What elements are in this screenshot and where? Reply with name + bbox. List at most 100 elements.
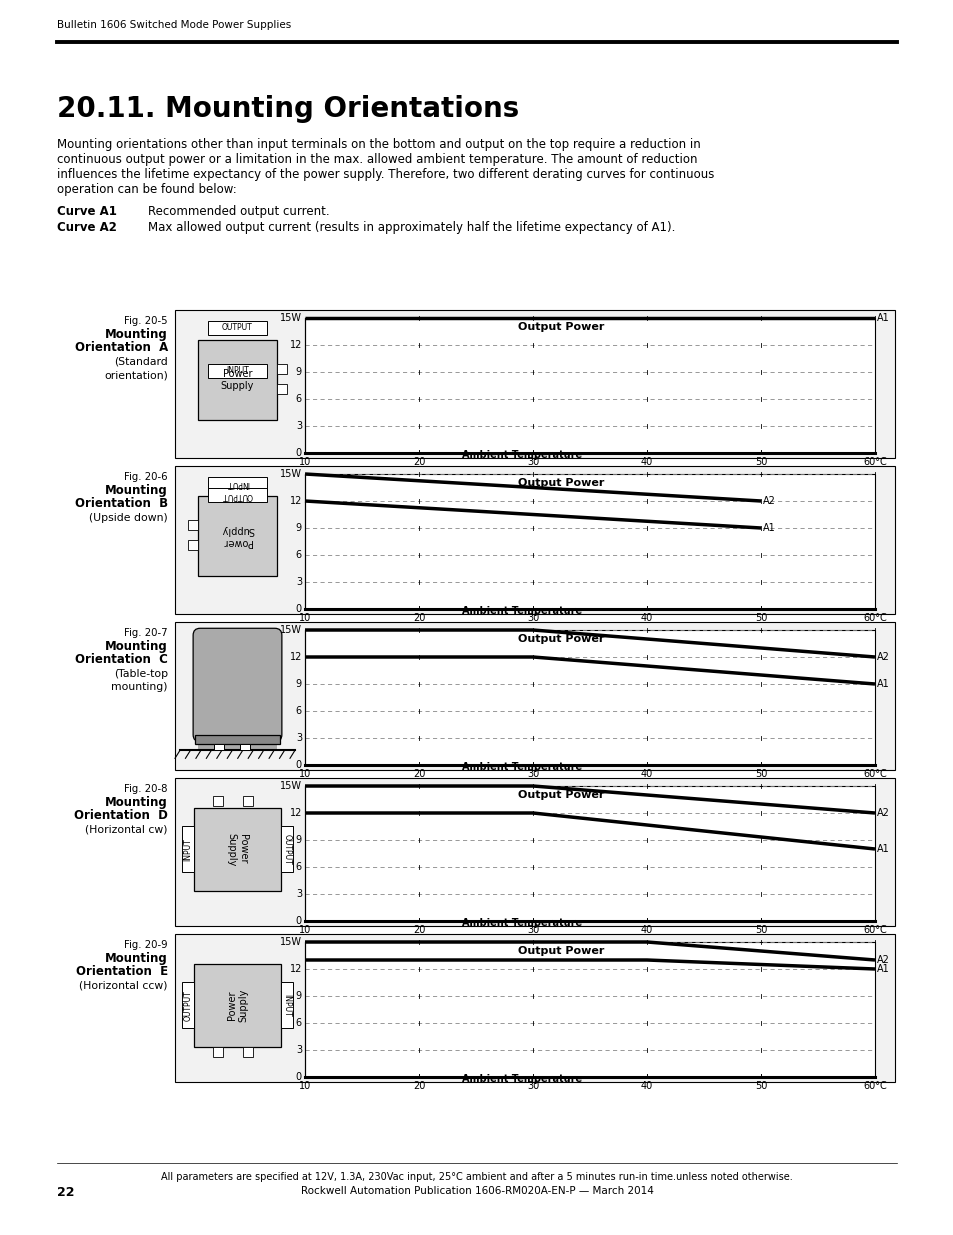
Text: Rockwell Automation Publication 1606-RM020A-EN-P — March 2014: Rockwell Automation Publication 1606-RM0…: [300, 1186, 653, 1195]
Text: Power
Supply: Power Supply: [220, 525, 253, 547]
Bar: [276, 364, 287, 374]
Text: A1: A1: [876, 679, 889, 689]
Text: 12: 12: [290, 965, 302, 974]
Text: 30: 30: [526, 925, 538, 935]
Text: 10: 10: [298, 457, 311, 467]
Text: All parameters are specified at 12V, 1.3A, 230Vac input, 25°C ambient and after : All parameters are specified at 12V, 1.3…: [161, 1172, 792, 1182]
Text: 0: 0: [295, 604, 302, 614]
Bar: [213, 795, 223, 806]
Text: Mounting: Mounting: [105, 952, 168, 965]
Text: Fig. 20-5: Fig. 20-5: [124, 316, 168, 326]
Text: 9: 9: [295, 367, 302, 377]
Bar: [188, 520, 198, 530]
Text: 15W: 15W: [280, 469, 302, 479]
Text: Bulletin 1606 Switched Mode Power Supplies: Bulletin 1606 Switched Mode Power Suppli…: [57, 20, 291, 30]
Bar: [182, 983, 193, 1028]
Text: 60°C: 60°C: [862, 925, 886, 935]
Bar: [193, 808, 281, 890]
Text: 50: 50: [754, 457, 766, 467]
Bar: [188, 540, 198, 550]
Text: 40: 40: [640, 613, 653, 622]
Text: 15W: 15W: [280, 312, 302, 324]
Bar: [243, 1046, 253, 1057]
Bar: [193, 963, 281, 1046]
Text: 60°C: 60°C: [862, 1081, 886, 1091]
Bar: [174, 934, 894, 1082]
Text: 20: 20: [413, 613, 425, 622]
Text: 20: 20: [413, 925, 425, 935]
Bar: [198, 735, 276, 748]
Text: Power
Supply: Power Supply: [227, 988, 248, 1021]
Text: A1: A1: [876, 844, 889, 853]
Text: 9: 9: [295, 522, 302, 534]
Text: Curve A2: Curve A2: [57, 221, 117, 233]
Text: A1: A1: [762, 522, 775, 534]
Text: OUTPUT: OUTPUT: [222, 490, 253, 500]
Text: 10: 10: [298, 1081, 311, 1091]
Text: 50: 50: [754, 613, 766, 622]
Text: 6: 6: [295, 706, 302, 716]
Text: Orientation  E: Orientation E: [76, 965, 168, 978]
Text: 40: 40: [640, 769, 653, 779]
Text: 0: 0: [295, 916, 302, 926]
Text: Ambient Temperature: Ambient Temperature: [461, 450, 581, 459]
Text: Mounting: Mounting: [105, 640, 168, 653]
Text: Fig. 20-8: Fig. 20-8: [125, 784, 168, 794]
Text: OUTPUT: OUTPUT: [282, 834, 292, 864]
Text: Mounting: Mounting: [105, 484, 168, 496]
Text: (Horizontal cw): (Horizontal cw): [86, 825, 168, 835]
Text: Output Power: Output Power: [517, 478, 604, 488]
Text: 30: 30: [526, 769, 538, 779]
Text: operation can be found below:: operation can be found below:: [57, 183, 236, 196]
Text: 3: 3: [295, 734, 302, 743]
Bar: [198, 495, 276, 576]
Text: A2: A2: [876, 808, 889, 818]
Text: 60°C: 60°C: [862, 613, 886, 622]
Text: Fig. 20-9: Fig. 20-9: [124, 940, 168, 950]
Text: Fig. 20-7: Fig. 20-7: [124, 629, 168, 638]
Bar: [174, 778, 894, 926]
Text: INPUT: INPUT: [183, 837, 193, 861]
Text: Mounting: Mounting: [105, 797, 168, 809]
Bar: [305, 474, 874, 609]
Text: 6: 6: [295, 394, 302, 404]
Text: mounting): mounting): [112, 682, 168, 692]
Text: Fig. 20-6: Fig. 20-6: [124, 472, 168, 482]
Text: Output Power: Output Power: [517, 634, 604, 643]
Bar: [305, 317, 874, 453]
Bar: [195, 735, 279, 745]
Text: A2: A2: [876, 955, 889, 965]
Text: Orientation  A: Orientation A: [74, 341, 168, 354]
Bar: [240, 745, 250, 751]
Text: 9: 9: [295, 679, 302, 689]
Text: (Table-top: (Table-top: [113, 669, 168, 679]
Bar: [276, 384, 287, 394]
Text: 0: 0: [295, 760, 302, 769]
Text: continuous output power or a limitation in the max. allowed ambient temperature.: continuous output power or a limitation …: [57, 153, 697, 165]
Bar: [208, 488, 267, 503]
Text: 20: 20: [413, 1081, 425, 1091]
Text: 12: 12: [290, 496, 302, 506]
Text: 30: 30: [526, 457, 538, 467]
Text: 10: 10: [298, 769, 311, 779]
Text: OUTPUT: OUTPUT: [222, 324, 253, 332]
Text: 40: 40: [640, 457, 653, 467]
Text: 60°C: 60°C: [862, 769, 886, 779]
Text: Mounting: Mounting: [105, 329, 168, 341]
Text: Orientation  C: Orientation C: [75, 653, 168, 666]
Text: A2: A2: [762, 496, 775, 506]
Text: OUTPUT: OUTPUT: [183, 990, 193, 1020]
Text: Orientation  D: Orientation D: [74, 809, 168, 823]
Bar: [243, 795, 253, 806]
Text: A1: A1: [876, 965, 889, 974]
Text: 10: 10: [298, 925, 311, 935]
Bar: [281, 983, 293, 1028]
Bar: [182, 826, 193, 872]
Text: (Standard: (Standard: [114, 357, 168, 367]
Text: INPUT: INPUT: [226, 366, 249, 375]
Bar: [174, 466, 894, 614]
Text: 3: 3: [295, 421, 302, 431]
Text: 50: 50: [754, 769, 766, 779]
Text: Ambient Temperature: Ambient Temperature: [461, 762, 581, 772]
Text: Ambient Temperature: Ambient Temperature: [461, 606, 581, 616]
